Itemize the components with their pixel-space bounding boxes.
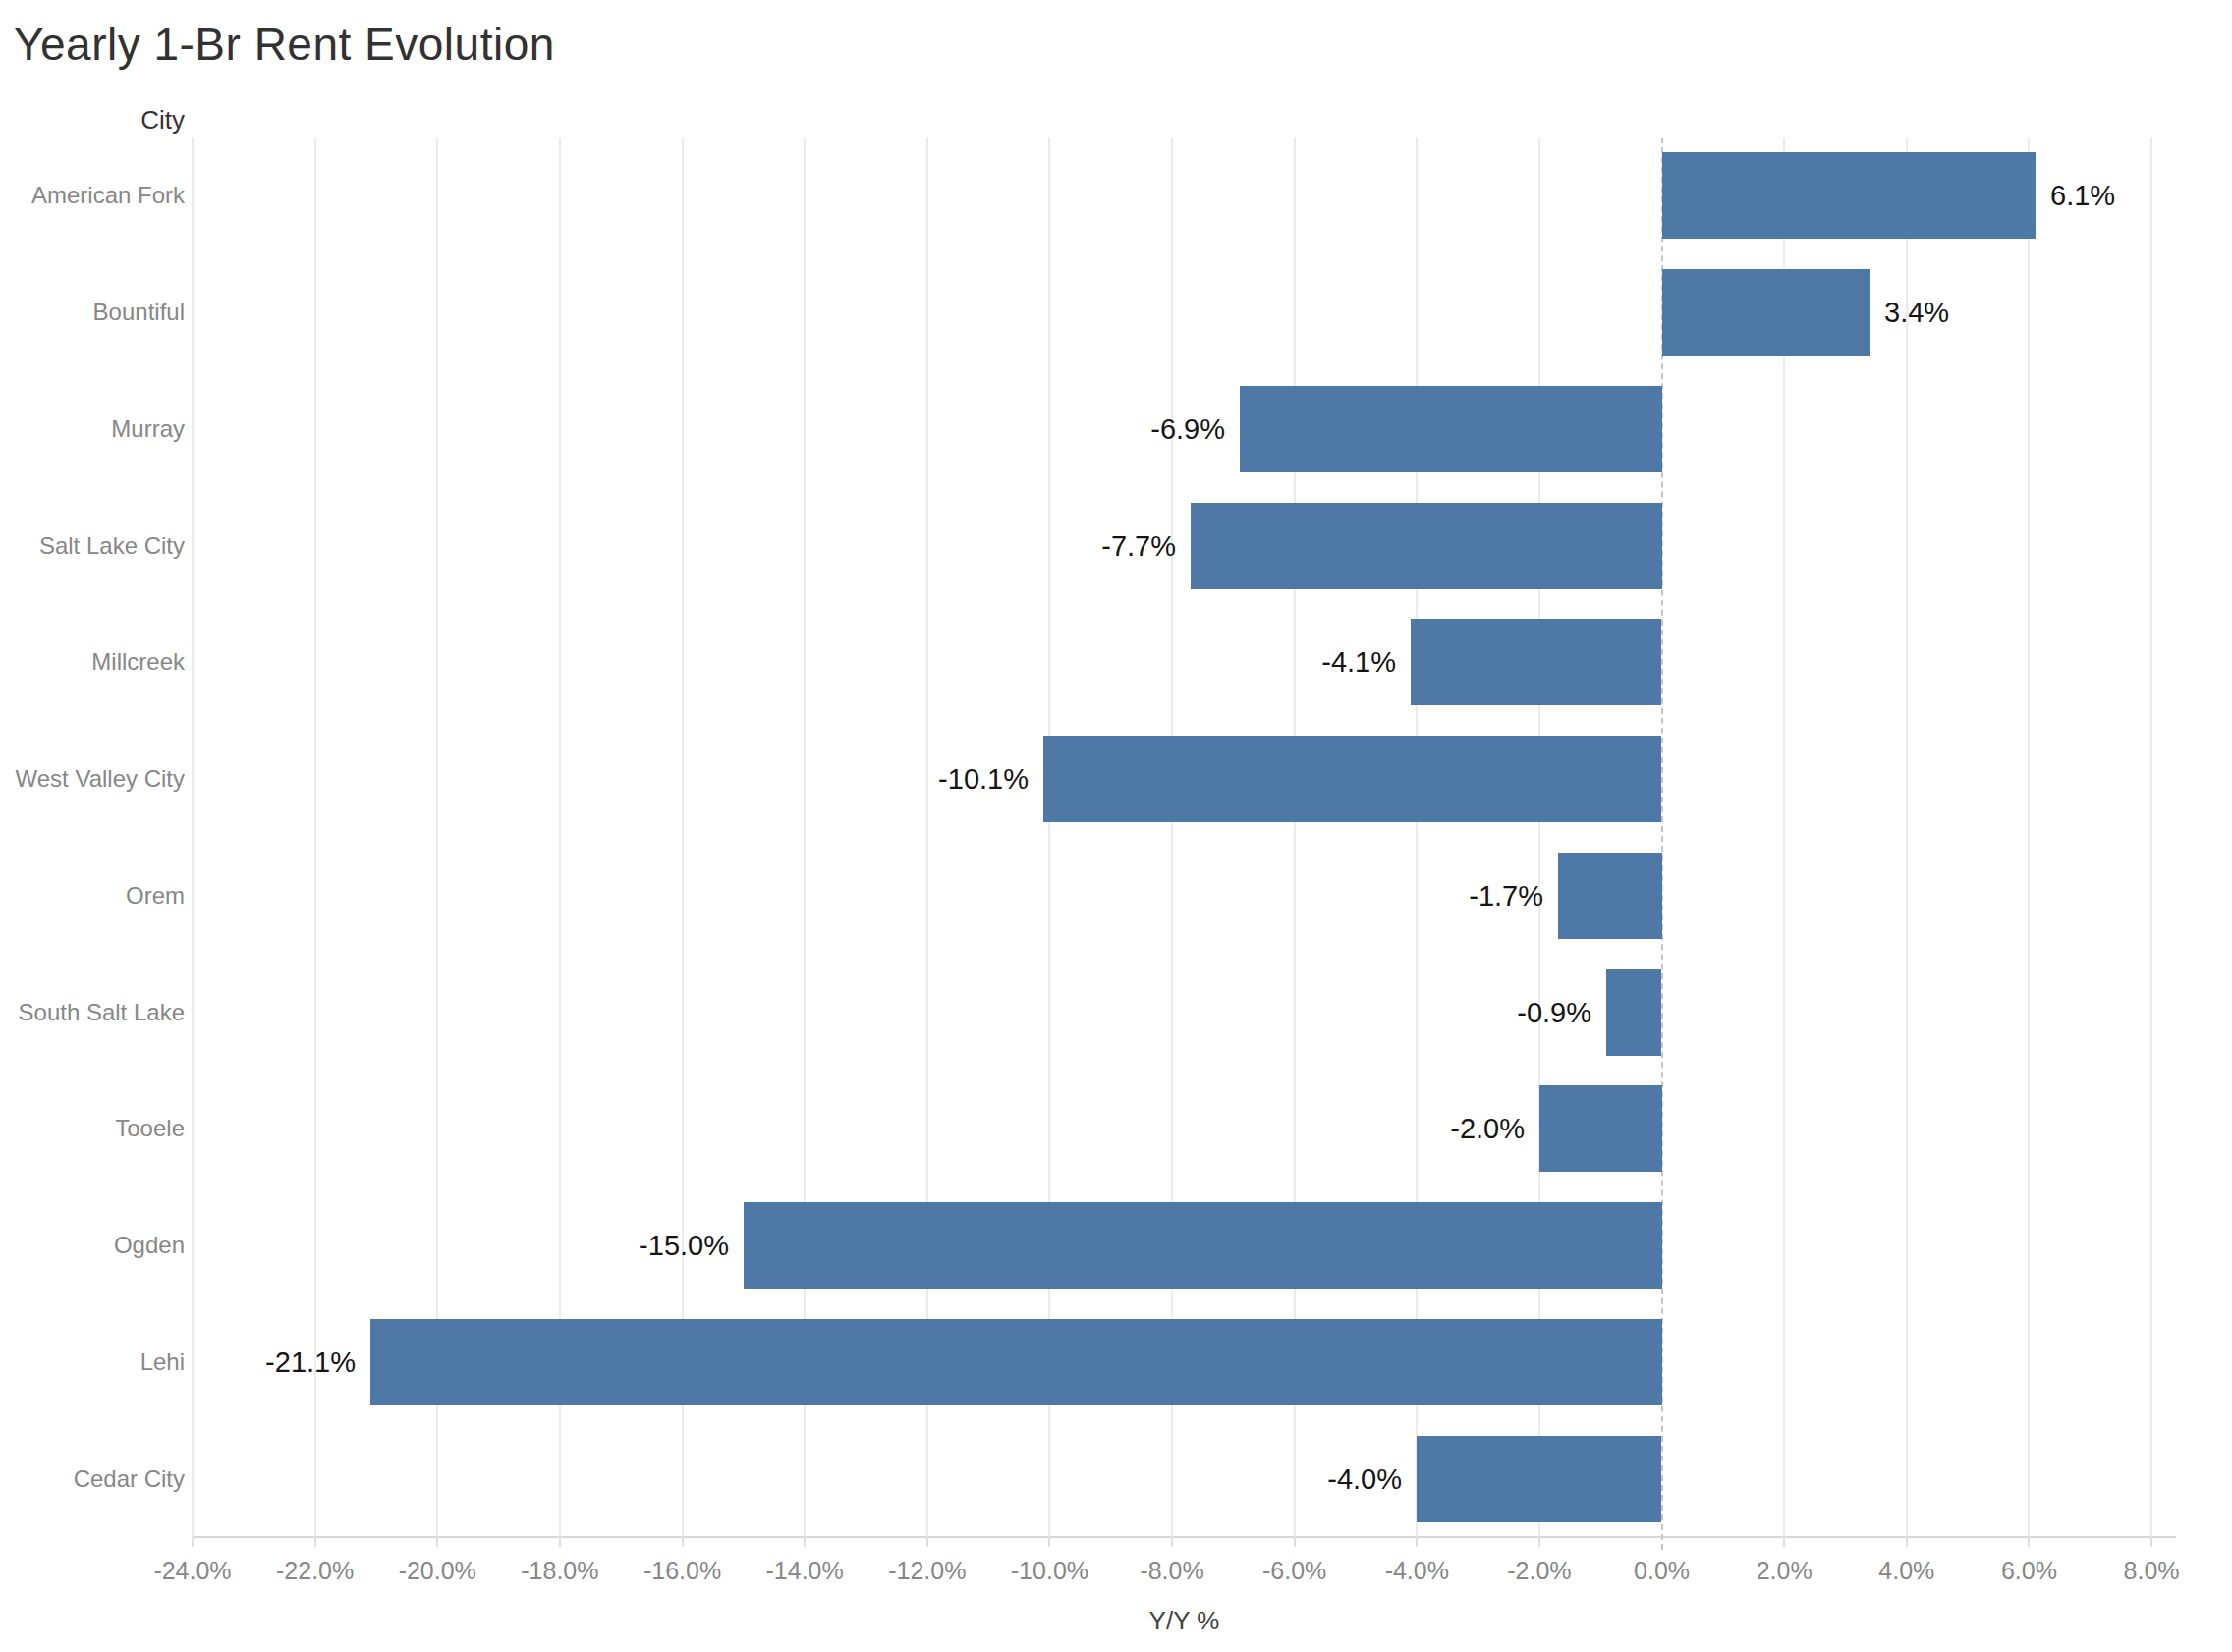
bar-ogden[interactable] (744, 1202, 1662, 1289)
x-axis-tick (314, 1538, 316, 1547)
x-axis-tick (682, 1538, 684, 1547)
x-axis-tick (436, 1538, 438, 1547)
bar-bountiful[interactable] (1662, 269, 1870, 356)
bar-value-label: -4.1% (1321, 646, 1396, 679)
x-axis-tick (1171, 1538, 1173, 1547)
x-axis-tick (1294, 1538, 1296, 1547)
x-tick-label: 2.0% (1757, 1556, 1813, 1585)
page-title: Yearly 1-Br Rent Evolution (14, 18, 555, 71)
category-label-tooele[interactable]: Tooele (0, 1113, 185, 1144)
x-axis-tick (1048, 1538, 1050, 1547)
x-tick-label: 4.0% (1878, 1556, 1934, 1585)
bar-value-label: -1.7% (1469, 879, 1543, 911)
x-tick-label: 8.0% (2124, 1556, 2180, 1585)
bar-american-fork[interactable] (1662, 152, 2036, 239)
x-axis-tick (1783, 1538, 1785, 1547)
x-tick-label: -10.0% (1011, 1556, 1088, 1585)
x-tick-label: 0.0% (1634, 1556, 1690, 1585)
category-label-salt-lake-city[interactable]: Salt Lake City (0, 530, 185, 562)
bar-cedar-city[interactable] (1417, 1436, 1661, 1522)
gridline (192, 138, 194, 1537)
bar-value-label: -7.7% (1101, 529, 1176, 562)
x-tick-label: -2.0% (1507, 1556, 1571, 1585)
bar-value-label: -10.1% (938, 763, 1029, 796)
category-label-millcreek[interactable]: Millcreek (0, 646, 185, 678)
x-axis-title: Y/Y % (1149, 1605, 1220, 1636)
bar-salt-lake-city[interactable] (1191, 503, 1662, 589)
x-axis-tick (1906, 1538, 1908, 1547)
category-label-south-salt-lake[interactable]: South Salt Lake (0, 997, 185, 1028)
x-tick-label: -22.0% (276, 1556, 354, 1585)
x-tick-label: -16.0% (643, 1556, 721, 1585)
category-label-ogden[interactable]: Ogden (0, 1230, 185, 1261)
gridline (2150, 138, 2152, 1537)
x-axis-line (193, 1536, 2176, 1538)
row-header-label: City (0, 104, 185, 136)
bar-value-label: -21.1% (265, 1346, 356, 1378)
bar-value-label: -0.9% (1517, 996, 1591, 1028)
category-label-west-valley-city[interactable]: West Valley City (0, 763, 185, 795)
gridline (314, 138, 316, 1537)
x-axis-tick (559, 1538, 561, 1547)
chart-canvas: Yearly 1-Br Rent Evolution City Y/Y % -2… (0, 0, 2232, 1652)
gridline (2028, 138, 2030, 1537)
x-tick-label: -14.0% (766, 1556, 844, 1585)
x-tick-label: -20.0% (399, 1556, 476, 1585)
bar-west-valley-city[interactable] (1043, 736, 1661, 822)
x-tick-label: -6.0% (1262, 1556, 1326, 1585)
bar-value-label: -2.0% (1450, 1113, 1525, 1145)
bar-murray[interactable] (1240, 386, 1662, 472)
x-axis-tick (2028, 1538, 2030, 1547)
bar-millcreek[interactable] (1411, 619, 1661, 705)
gridline (1906, 138, 1908, 1537)
x-axis-tick (926, 1538, 928, 1547)
x-axis-tick (2150, 1538, 2152, 1547)
x-axis-tick (1416, 1538, 1418, 1547)
bar-tooele[interactable] (1539, 1085, 1662, 1172)
x-tick-label: -4.0% (1385, 1556, 1449, 1585)
bar-value-label: -6.9% (1150, 413, 1225, 445)
x-axis-tick (804, 1538, 806, 1547)
category-label-murray[interactable]: Murray (0, 413, 185, 445)
bar-value-label: 3.4% (1884, 297, 1949, 329)
x-tick-label: 6.0% (2001, 1556, 2057, 1585)
category-label-lehi[interactable]: Lehi (0, 1347, 185, 1378)
x-tick-label: -18.0% (521, 1556, 598, 1585)
x-tick-label: -12.0% (888, 1556, 966, 1585)
x-axis-tick (192, 1538, 194, 1547)
bar-value-label: -4.0% (1327, 1462, 1402, 1495)
bar-value-label: 6.1% (2050, 180, 2115, 212)
bar-value-label: -15.0% (639, 1230, 729, 1262)
x-tick-label: -8.0% (1140, 1556, 1203, 1585)
category-label-orem[interactable]: Orem (0, 880, 185, 911)
category-label-bountiful[interactable]: Bountiful (0, 297, 185, 328)
x-axis-tick (1538, 1538, 1540, 1547)
bar-south-salt-lake[interactable] (1606, 969, 1661, 1056)
category-label-cedar-city[interactable]: Cedar City (0, 1463, 185, 1495)
x-tick-label: -24.0% (153, 1556, 231, 1585)
bar-lehi[interactable] (370, 1319, 1662, 1405)
bar-orem[interactable] (1558, 853, 1662, 939)
category-label-american-fork[interactable]: American Fork (0, 180, 185, 211)
